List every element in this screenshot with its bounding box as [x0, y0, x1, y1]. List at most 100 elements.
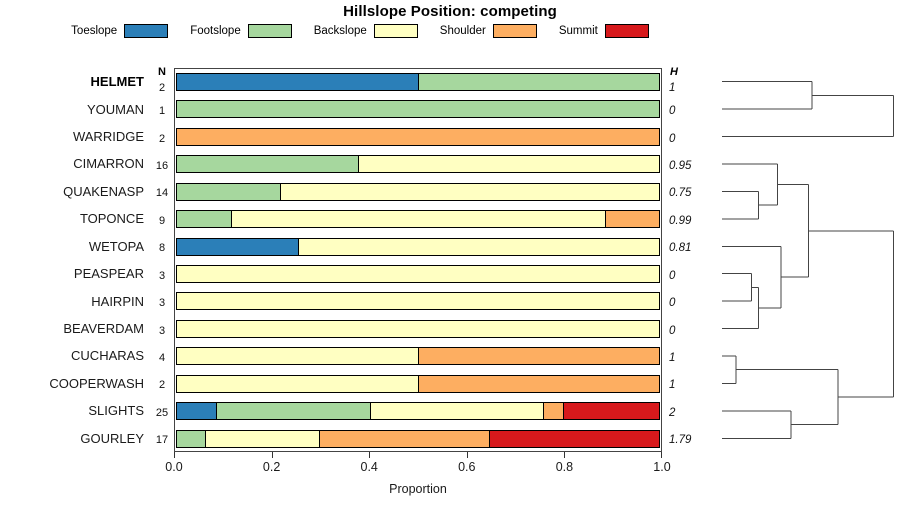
y-axis-label: YOUMAN — [86, 101, 144, 117]
stacked-bar — [176, 374, 660, 393]
bar-row — [174, 370, 662, 397]
y-axis-label: GOURLEY — [80, 430, 144, 446]
bar-segment-toeslope — [177, 403, 216, 420]
stacked-bar — [176, 237, 660, 256]
x-axis-tick-label: 0.4 — [360, 460, 378, 474]
x-axis-tick — [661, 452, 662, 458]
legend-swatch — [604, 24, 649, 38]
bar-segment-toeslope — [177, 238, 298, 255]
h-value: 0.99 — [669, 214, 692, 227]
y-axis-label: CUCHARAS — [71, 348, 144, 364]
legend-item-footslope: Footslope — [190, 24, 292, 38]
y-axis-label: WARRIDGE — [72, 129, 144, 145]
bar-segment-backslope — [177, 266, 659, 282]
stacked-bar — [176, 182, 660, 201]
bar-row — [174, 205, 662, 232]
x-axis-tick-label: 0.8 — [555, 460, 574, 474]
x-axis-tick-label: 0.0 — [165, 460, 183, 474]
x-axis-title: Proportion — [389, 482, 447, 496]
bar-segment-backslope — [177, 293, 659, 310]
chart-title: Hillslope Position: competing — [343, 3, 557, 20]
n-value: 2 — [158, 81, 166, 94]
x-axis: 0.0 0.2 0.4 0.6 0.8 1.0 — [165, 452, 671, 486]
x-axis-tick-label: 1.0 — [653, 460, 671, 474]
y-axis-labels: HELMET YOUMAN WARRIDGE CIMARRON QUAKENASP TOP… — [0, 68, 148, 452]
n-value: 17 — [155, 434, 169, 447]
bar-row — [174, 68, 662, 95]
bar-segment-backslope — [280, 183, 659, 200]
legend-label: Summit — [558, 25, 598, 37]
bar-row — [174, 233, 662, 260]
bar-row — [174, 397, 662, 424]
stacked-bar — [176, 127, 660, 146]
n-value: 3 — [158, 269, 166, 282]
h-value: 2 — [669, 406, 676, 419]
legend: Toeslope Footslope Backslope Shoulder Summit — [0, 24, 720, 38]
h-value: 0 — [669, 269, 676, 282]
n-value: 4 — [158, 351, 166, 364]
y-axis-label: CIMARRON — [73, 156, 144, 172]
x-axis-tick — [271, 452, 273, 458]
bar-segment-backslope — [177, 348, 418, 365]
bar-segment-shoulder — [418, 348, 659, 365]
n-value: 14 — [155, 187, 169, 200]
h-value: 1 — [669, 379, 676, 392]
y-axis-label: HELMET — [90, 74, 144, 90]
n-value: 2 — [158, 132, 166, 145]
bar-segment-backslope — [205, 430, 319, 447]
bar-segment-shoulder — [418, 375, 659, 392]
bar-row — [174, 342, 662, 369]
legend-swatch — [373, 24, 418, 38]
legend-item-shoulder: Shoulder — [440, 24, 537, 38]
x-axis-tick — [564, 452, 566, 458]
bar-row — [174, 150, 662, 177]
n-column-header: N — [158, 66, 166, 78]
n-value: 25 — [155, 406, 169, 419]
h-value: 1.79 — [669, 434, 692, 447]
y-axis-label: BEAVERDAM — [63, 321, 144, 337]
bar-row — [174, 123, 662, 150]
bar-segment-backslope — [357, 156, 659, 173]
legend-label: Shoulder — [439, 25, 486, 37]
bar-segment-shoulder — [177, 128, 659, 145]
bar-segment-footslope — [177, 156, 358, 173]
stacked-bar — [176, 429, 660, 448]
legend-swatch — [247, 24, 292, 38]
stacked-bar — [176, 210, 660, 229]
n-value: 9 — [158, 214, 166, 227]
stacked-bars — [174, 68, 662, 452]
bar-segment-footslope — [177, 101, 659, 118]
h-value: 0 — [669, 105, 676, 118]
legend-label: Footslope — [190, 25, 241, 37]
bar-row — [174, 287, 662, 314]
legend-item-summit: Summit — [559, 24, 649, 38]
legend-label: Backslope — [313, 25, 367, 37]
bar-row — [174, 425, 662, 452]
y-axis-label: PEASPEAR — [73, 266, 144, 282]
bar-segment-backslope — [369, 403, 544, 420]
dendrogram-svg — [722, 81, 894, 439]
h-column-header: H — [670, 66, 678, 78]
stacked-bar — [176, 402, 660, 421]
stacked-bar — [176, 292, 660, 311]
legend-item-backslope: Backslope — [314, 24, 418, 38]
h-value: 0.75 — [669, 187, 692, 200]
bar-row — [174, 95, 662, 122]
legend-swatch — [124, 24, 169, 38]
y-axis-label: WETOPA — [88, 238, 144, 254]
bar-segment-footslope — [177, 183, 281, 200]
stacked-bar — [176, 347, 660, 366]
x-axis-tick — [369, 452, 371, 458]
bar-segment-backslope — [230, 211, 606, 228]
h-value: 0.95 — [669, 159, 692, 172]
h-value: 0.81 — [669, 242, 692, 255]
y-axis-label: SLIGHTS — [88, 403, 144, 419]
n-value: 1 — [158, 105, 166, 118]
y-axis-label: TOPONCE — [79, 211, 144, 227]
bar-row — [174, 260, 662, 287]
x-axis-tick-label: 0.6 — [458, 460, 476, 474]
legend-label: Toeslope — [71, 25, 118, 37]
h-value: 1 — [669, 81, 676, 94]
bar-segment-backslope — [177, 375, 418, 392]
